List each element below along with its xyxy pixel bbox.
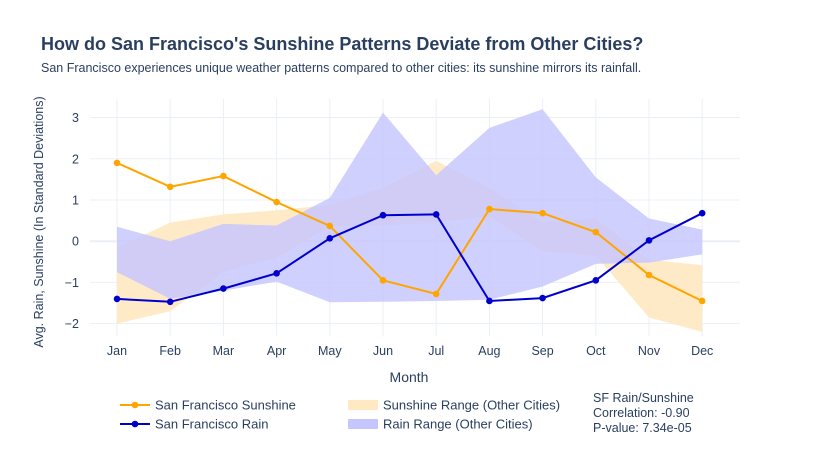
legend-label: Sunshine Range (Other Cities)	[383, 398, 560, 413]
y-tick-label: 3	[72, 111, 79, 125]
sf-sunshine-point[interactable]	[379, 277, 387, 284]
legend-marker	[131, 420, 139, 428]
legend-label: Rain Range (Other Cities)	[383, 417, 533, 432]
legend-item[interactable]: Rain Range (Other Cities)	[348, 417, 533, 432]
x-tick-label: Jan	[107, 344, 127, 358]
sf-rain-point[interactable]	[592, 277, 600, 284]
x-tick-label: Apr	[267, 344, 286, 358]
sf-sunshine-point[interactable]	[432, 290, 440, 298]
y-tick-label: 1	[72, 193, 79, 207]
sf-rain-point[interactable]	[432, 211, 440, 218]
annotation-line: Correlation: -0.90	[593, 406, 690, 420]
y-tick-label: 2	[72, 152, 79, 166]
annotation-line: SF Rain/Sunshine	[593, 391, 694, 405]
sf-sunshine-point[interactable]	[220, 172, 227, 180]
legend-band-swatch	[348, 400, 378, 410]
legend-label: San Francisco Rain	[155, 417, 268, 432]
sf-rain-point[interactable]	[326, 235, 334, 242]
sf-rain-point[interactable]	[645, 237, 653, 244]
sf-sunshine-point[interactable]	[592, 228, 600, 236]
band-layer	[117, 109, 703, 332]
x-tick-label: Jul	[428, 344, 444, 358]
y-axis-title: Avg. Rain, Sunshine (In Standard Deviati…	[32, 96, 46, 347]
sf-rain-point[interactable]	[113, 295, 121, 303]
sf-sunshine-line	[116, 161, 703, 302]
sf-rain-point[interactable]	[220, 285, 227, 292]
sf-sunshine-point[interactable]	[273, 198, 280, 206]
sf-sunshine-point[interactable]	[326, 222, 334, 230]
line-layer	[113, 159, 706, 306]
y-tick-label: −2	[65, 317, 79, 331]
x-tick-labels: Jan Feb Mar Apr May Jun Jul Aug Sep Oct Nov Dec	[107, 344, 713, 358]
sf-sunshine-point[interactable]	[166, 183, 174, 191]
chart-subtitle: San Francisco experiences unique weather…	[41, 61, 642, 75]
y-tick-label: −1	[65, 276, 79, 290]
x-tick-label: Aug	[478, 344, 500, 358]
x-axis-title: Month	[390, 369, 429, 385]
sf-rain-line	[116, 212, 703, 303]
x-tick-label: Jun	[373, 344, 393, 358]
legend-item[interactable]: Sunshine Range (Other Cities)	[348, 398, 560, 413]
x-tick-label: Sep	[531, 344, 553, 358]
x-tick-label: Oct	[586, 344, 606, 358]
rain-range-band	[117, 109, 703, 303]
legend-item[interactable]: San Francisco Sunshine	[120, 398, 296, 413]
sf-sunshine-point[interactable]	[645, 271, 653, 279]
x-tick-label: Mar	[213, 344, 235, 358]
sf-rain-point[interactable]	[166, 298, 174, 306]
x-tick-label: Dec	[691, 344, 713, 358]
sf-rain-point[interactable]	[379, 211, 387, 219]
chart-title: How do San Francisco's Sunshine Patterns…	[41, 34, 644, 54]
y-tick-labels: −2 −1 0 1 2 3	[65, 111, 79, 331]
sf-rain-point[interactable]	[486, 297, 493, 305]
x-tick-label: Nov	[638, 344, 661, 358]
x-tick-label: Feb	[159, 344, 181, 358]
sf-rain-point[interactable]	[273, 270, 280, 277]
sf-rain-point[interactable]	[698, 209, 706, 217]
y-tick-label: 0	[72, 235, 79, 249]
legend-marker	[131, 401, 139, 409]
legend: San Francisco Sunshine San Francisco Rain…	[120, 398, 560, 432]
sf-sunshine-point[interactable]	[698, 297, 706, 305]
sf-sunshine-point[interactable]	[113, 159, 121, 167]
sf-sunshine-point[interactable]	[539, 209, 546, 217]
annotation-line: P-value: 7.34e-05	[593, 421, 692, 435]
legend-label: San Francisco Sunshine	[155, 398, 296, 413]
legend-band-swatch	[348, 419, 378, 429]
sf-rain-point[interactable]	[539, 294, 546, 302]
sf-sunshine-point[interactable]	[486, 205, 493, 213]
legend-item[interactable]: San Francisco Rain	[120, 417, 268, 432]
x-tick-label: May	[318, 344, 342, 358]
